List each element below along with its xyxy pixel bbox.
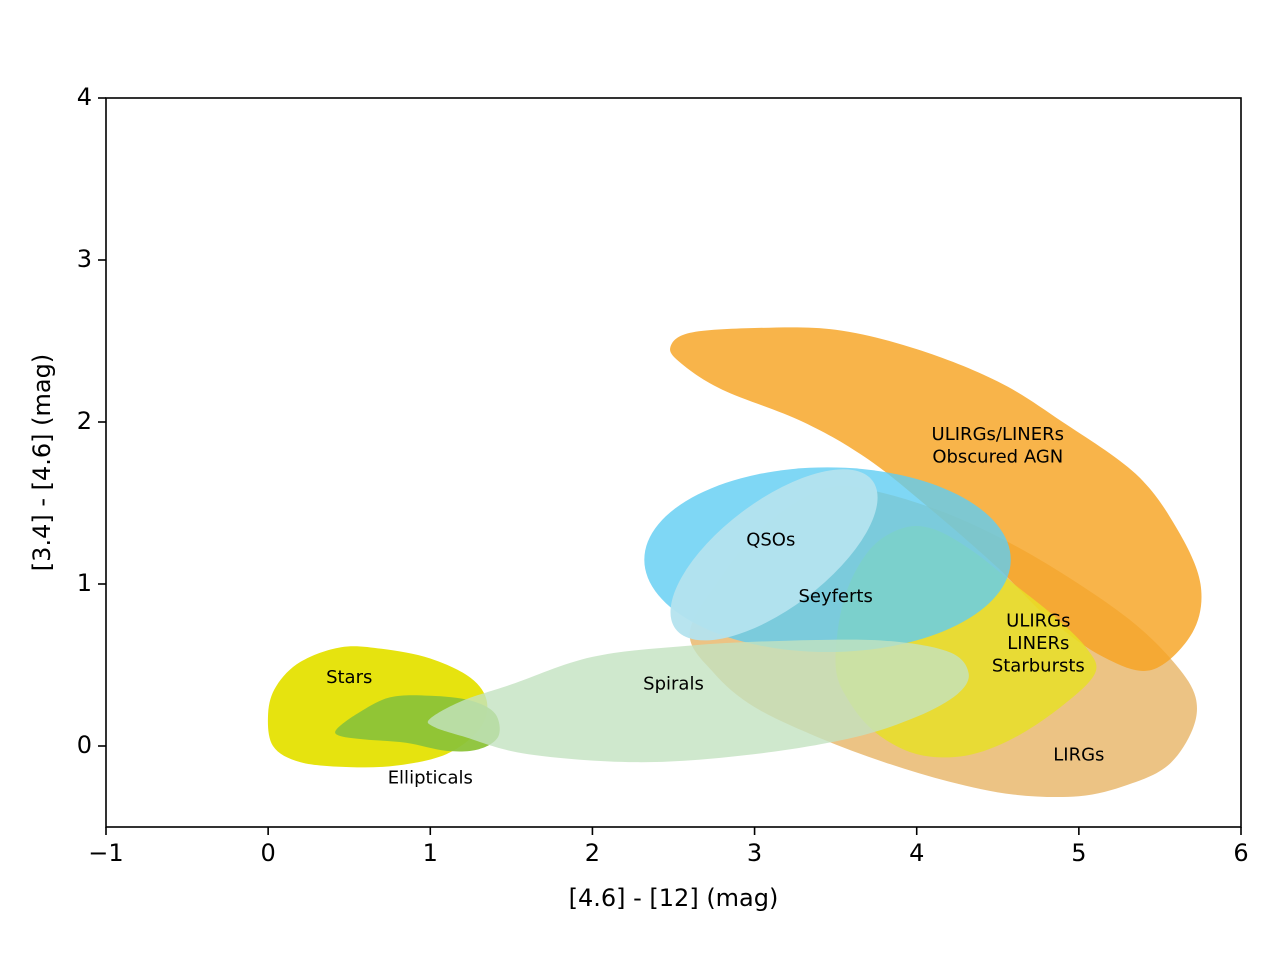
x-tick-label: −1: [88, 839, 123, 867]
x-axis-label: [4.6] - [12] (mag): [569, 884, 779, 912]
x-tick-label: 0: [261, 839, 276, 867]
y-tick-label: 0: [77, 731, 92, 759]
x-tick-label: 5: [1071, 839, 1086, 867]
region-label-ulirgs-liners-obscured-agn-1: ULIRGs/LINERs: [932, 424, 1064, 445]
x-tick-label: 3: [747, 839, 762, 867]
region-label-ulirgs-liners-starbursts-2: LINERs: [1007, 633, 1069, 654]
y-axis-label: [3.4] - [4.6] (mag): [28, 354, 56, 571]
y-tick-label: 4: [77, 83, 92, 111]
x-tick-label: 6: [1233, 839, 1248, 867]
plot-frame: [105, 97, 1242, 828]
region-label-ulirgs-liners-obscured-agn-2: Obscured AGN: [932, 447, 1063, 468]
y-tick-label: 2: [77, 407, 92, 435]
region-label-lirgs: LIRGs: [1053, 745, 1104, 766]
region-layer: [267, 327, 1202, 798]
region-label-qsos: QSOs: [746, 529, 795, 550]
region-label-seyferts: Seyferts: [798, 586, 872, 607]
region-label-spirals: Spirals: [643, 673, 704, 694]
region-label-stars: Stars: [326, 667, 372, 688]
y-tick-label: 1: [77, 569, 92, 597]
x-tick-label: 4: [909, 839, 924, 867]
region-spirals: [427, 639, 969, 763]
x-tick-label: 1: [423, 839, 438, 867]
x-tick-label: 2: [585, 839, 600, 867]
region-label-ulirgs-liners-starbursts-3: Starbursts: [992, 656, 1085, 677]
region-label-ulirgs-liners-starbursts-1: ULIRGs: [1006, 610, 1070, 631]
y-axis: 0 1 2 3 4: [77, 83, 106, 759]
y-tick-label: 3: [77, 245, 92, 273]
x-axis: −1 0 1 2 3 4 5 6: [88, 827, 1249, 867]
region-label-ellipticals: Ellipticals: [388, 767, 473, 788]
region-qsos: [670, 469, 878, 641]
